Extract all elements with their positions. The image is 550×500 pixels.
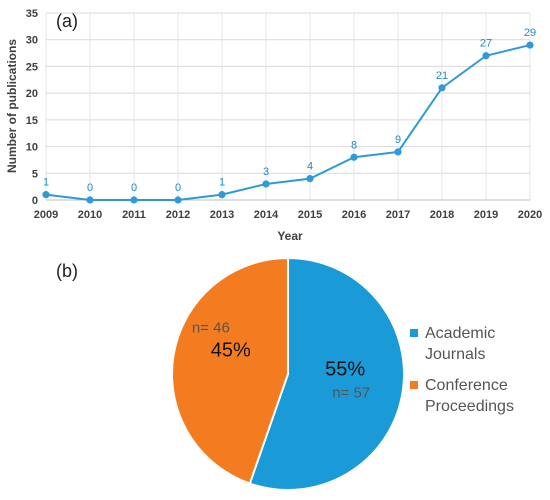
data-label: 29 xyxy=(524,27,536,39)
legend-label: Academic xyxy=(425,325,495,342)
data-point xyxy=(394,148,402,156)
data-point xyxy=(262,180,270,188)
data-point xyxy=(86,196,94,204)
x-tick-label: 2020 xyxy=(518,209,542,221)
x-tick-label: 2011 xyxy=(122,209,146,221)
legend-label: Journals xyxy=(425,346,485,363)
y-tick-label: 5 xyxy=(32,168,38,180)
y-tick-label: 0 xyxy=(32,195,38,207)
y-tick-label: 35 xyxy=(26,8,38,20)
data-label: 4 xyxy=(307,161,313,173)
slice-count-label: n= 57 xyxy=(332,385,370,402)
x-tick-label: 2018 xyxy=(430,209,454,221)
data-point xyxy=(218,191,226,199)
x-tick-label: 2019 xyxy=(474,209,498,221)
y-tick-labels: 0 5 10 15 20 25 30 35 xyxy=(26,8,38,207)
pie-chart-panel: (b) 55% n= 57 45% n= 46 Academic Journals Con… xyxy=(56,256,514,491)
slice-percent-label: 55% xyxy=(325,359,365,381)
data-label: 0 xyxy=(131,182,137,194)
x-tick-labels: 2009 2010 2011 2012 2013 2014 2015 2016 2017 2018… xyxy=(34,209,542,221)
panel-label-b: (b) xyxy=(56,261,78,281)
data-label: 21 xyxy=(436,70,448,82)
data-point xyxy=(438,84,446,92)
data-label: 27 xyxy=(480,38,492,50)
legend-label: Proceedings xyxy=(425,398,514,415)
pie-slice xyxy=(171,256,289,485)
y-tick-label: 15 xyxy=(26,115,38,127)
legend-swatch xyxy=(410,329,418,337)
y-tick-label: 10 xyxy=(26,142,38,154)
line-series xyxy=(42,41,534,204)
data-label: 0 xyxy=(87,182,93,194)
y-tick-label: 25 xyxy=(26,61,38,73)
x-tick-label: 2017 xyxy=(386,209,410,221)
x-tick-label: 2016 xyxy=(342,209,366,221)
data-point xyxy=(174,196,182,204)
y-tick-label: 20 xyxy=(26,88,38,100)
slice-percent-label: 45% xyxy=(211,339,251,361)
data-point xyxy=(42,191,50,199)
data-label: 9 xyxy=(395,134,401,146)
x-tick-label: 2015 xyxy=(298,209,322,221)
data-point xyxy=(130,196,138,204)
y-tick-label: 30 xyxy=(26,35,38,47)
x-tick-label: 2010 xyxy=(78,209,102,221)
data-point xyxy=(482,52,490,60)
data-label: 3 xyxy=(263,166,269,178)
legend-swatch xyxy=(410,381,418,389)
x-tick-label: 2009 xyxy=(34,209,58,221)
legend-label: Conference xyxy=(425,377,508,394)
x-tick-label: 2012 xyxy=(166,209,190,221)
gridlines xyxy=(45,12,531,200)
data-point xyxy=(526,41,534,49)
series-line xyxy=(45,44,531,201)
x-axis-title: Year xyxy=(277,229,303,243)
data-label: 0 xyxy=(175,182,181,194)
pie-slices xyxy=(171,256,405,491)
data-labels: 1 0 0 0 1 3 4 8 9 21 27 29 xyxy=(43,27,536,194)
panel-label-a: (a) xyxy=(56,11,78,31)
data-label: 1 xyxy=(43,177,49,189)
data-label: 8 xyxy=(351,139,357,151)
slice-count-label: n= 46 xyxy=(192,319,230,336)
data-label: 1 xyxy=(219,177,225,189)
data-point xyxy=(350,153,358,161)
x-tick-label: 2013 xyxy=(210,209,234,221)
data-point xyxy=(306,175,314,183)
legend: Academic Journals Conference Proceedings xyxy=(410,325,514,415)
pie-slice-labels: 55% n= 57 45% n= 46 xyxy=(192,319,370,401)
x-tick-label: 2014 xyxy=(254,209,279,221)
y-axis-title: Number of publications xyxy=(5,39,19,173)
